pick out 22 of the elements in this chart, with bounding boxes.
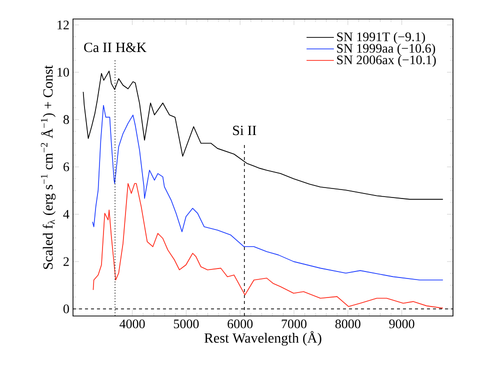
- ref-line-label: Si II: [233, 126, 256, 136]
- legend-label: SN 2006ax (−10.1): [337, 55, 436, 67]
- y-tick-label: 2: [64, 257, 69, 266]
- x-tick-label: 7000: [282, 320, 306, 328]
- y-tick-label: 12: [58, 20, 69, 30]
- y-tick-label: 4: [63, 210, 70, 219]
- text: Scaled f$_{λ}$ (erg s$^{−1}$ cm$^{−2}$ Å$^{−1}$) + Const: [40, 65, 56, 269]
- legend-label: SN 1991T (−9.1): [337, 32, 425, 44]
- ref-line-label: Ca II H&K: [84, 42, 146, 52]
- x-tick-label: 9000: [389, 320, 414, 328]
- x-tick-label: 6000: [228, 320, 253, 328]
- x-tick-label: 4000: [120, 320, 145, 328]
- y-tick-label: 0: [63, 304, 69, 314]
- y-tick-label: 6: [64, 162, 70, 172]
- y-tick-label: 10: [58, 68, 69, 77]
- line-series: [92, 183, 444, 309]
- x-tick-label: 5000: [174, 320, 199, 328]
- legend-label: SN 1999aa (−10.6): [337, 44, 436, 56]
- y-tick-label: 8: [63, 115, 69, 124]
- x-axis-title: Rest Wavelength (Å): [204, 331, 322, 346]
- x-tick-label: 8000: [335, 320, 360, 328]
- line-series: [92, 104, 444, 280]
